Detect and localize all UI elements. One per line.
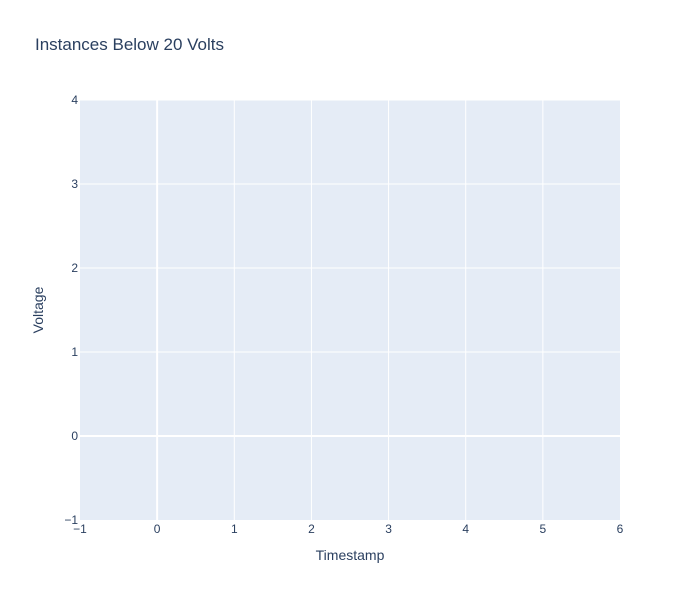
x-gridlines — [233, 100, 544, 520]
zero-lines — [80, 100, 620, 520]
y-tick-label: 4 — [71, 93, 78, 107]
x-axis-title: Timestamp — [316, 547, 385, 563]
y-axis-title: Voltage — [30, 286, 46, 333]
chart-title: Instances Below 20 Volts — [35, 35, 224, 54]
x-tick-labels: −1 0 1 2 3 4 5 6 — [73, 522, 624, 536]
plot-area — [80, 100, 620, 520]
x-tick-label: 4 — [462, 522, 469, 536]
x-tick-label: 6 — [617, 522, 624, 536]
y-tick-label: 0 — [71, 429, 78, 443]
y-tick-label: −1 — [64, 513, 78, 527]
y-tick-label: 1 — [71, 345, 78, 359]
y-tick-label: 3 — [71, 177, 78, 191]
x-tick-label: −1 — [73, 522, 87, 536]
x-tick-label: 3 — [385, 522, 392, 536]
y-tick-label: 2 — [71, 261, 78, 275]
x-tick-label: 1 — [231, 522, 238, 536]
y-tick-labels: −1 0 1 2 3 4 — [64, 93, 78, 527]
y-gridlines — [80, 99, 620, 353]
x-tick-label: 2 — [308, 522, 315, 536]
x-tick-label: 0 — [154, 522, 161, 536]
x-tick-label: 5 — [540, 522, 547, 536]
